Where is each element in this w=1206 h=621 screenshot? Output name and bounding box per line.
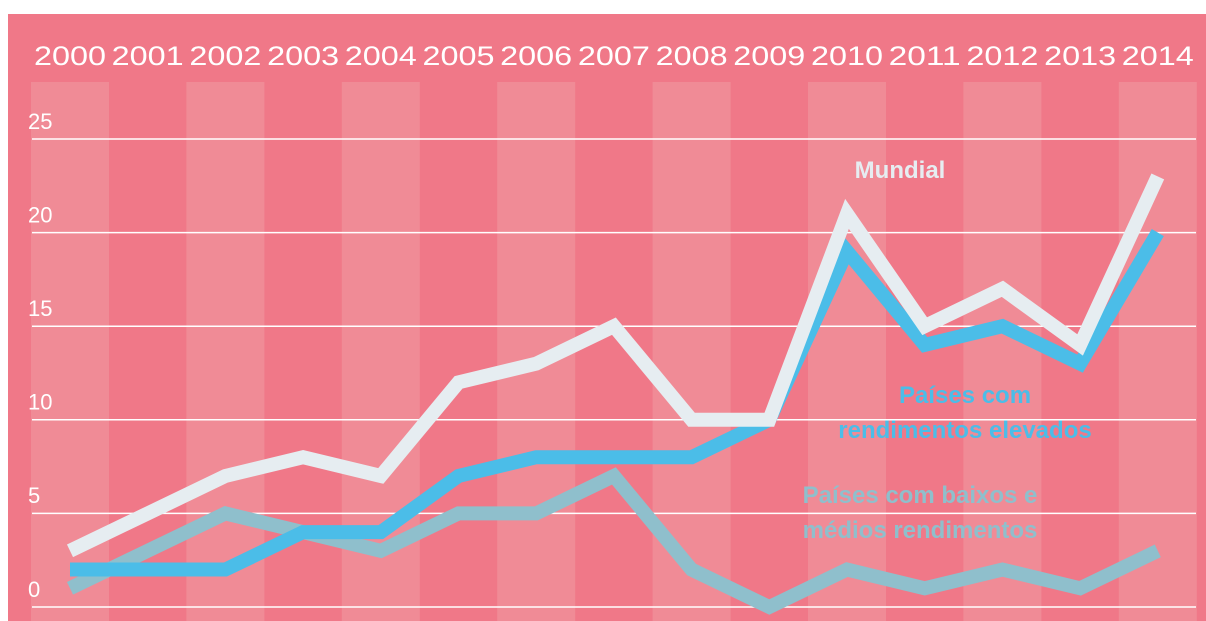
y-tick-label: 25 bbox=[28, 109, 52, 134]
x-tick-label: 2007 bbox=[578, 41, 650, 71]
x-tick-label: 2008 bbox=[656, 41, 728, 71]
series-label-line: Países com baixos e bbox=[803, 482, 1038, 509]
y-tick-label: 15 bbox=[28, 296, 52, 321]
x-tick-label: 2010 bbox=[811, 41, 883, 71]
y-tick-label: 20 bbox=[28, 202, 52, 227]
series-label-line: rendimentos elevados bbox=[838, 417, 1091, 444]
x-tick-label: 2001 bbox=[112, 41, 184, 71]
series-label-line: médios rendimentos bbox=[803, 517, 1038, 544]
y-tick-label: 5 bbox=[28, 483, 40, 508]
x-tick-label: 2003 bbox=[267, 41, 339, 71]
y-tick-label: 10 bbox=[28, 390, 52, 415]
column-band bbox=[808, 82, 886, 621]
x-tick-label: 2012 bbox=[966, 41, 1038, 71]
series-line bbox=[66, 173, 1165, 558]
x-tick-label: 2000 bbox=[34, 41, 106, 71]
series-label-line: Países com bbox=[899, 382, 1031, 409]
x-tick-label: 2005 bbox=[423, 41, 495, 71]
column-band bbox=[186, 82, 265, 621]
column-band bbox=[1118, 82, 1197, 621]
x-tick-label: 2011 bbox=[889, 41, 961, 71]
x-tick-label: 2002 bbox=[189, 41, 261, 71]
column-band bbox=[963, 82, 1042, 621]
series-line bbox=[70, 229, 1164, 577]
series-label: Países com rendimentos elevados bbox=[838, 382, 1091, 444]
y-tick-label: 0 bbox=[28, 577, 40, 602]
x-tick-label: 2013 bbox=[1044, 41, 1116, 71]
series-line bbox=[66, 467, 1161, 615]
x-tick-label: 2014 bbox=[1122, 41, 1194, 71]
x-tick-label: 2009 bbox=[733, 41, 805, 71]
series-label-line: Mundial bbox=[855, 157, 946, 184]
x-tick-label: 2004 bbox=[345, 41, 417, 71]
series-label: Países com baixos e médios rendimentos bbox=[803, 482, 1038, 544]
x-tick-label: 2006 bbox=[500, 41, 572, 71]
series-label: Mundial bbox=[855, 157, 946, 184]
